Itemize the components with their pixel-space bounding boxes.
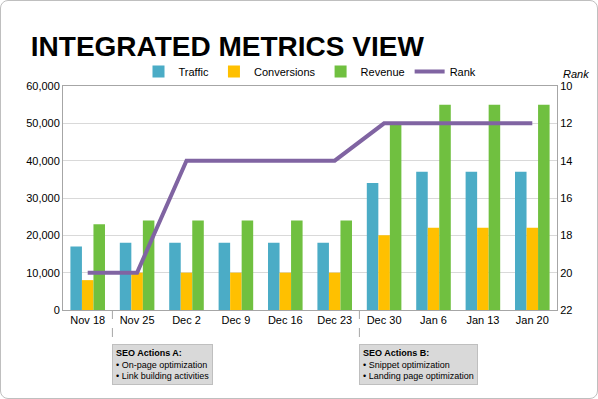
svg-text:16: 16 (560, 192, 572, 204)
svg-text:50,000: 50,000 (26, 117, 60, 129)
svg-text:SEO Actions B:• Snippet optimi: SEO Actions B:• Snippet optimization• La… (363, 348, 474, 381)
svg-text:SEO Actions A:• On-page optimi: SEO Actions A:• On-page optimization• Li… (116, 348, 209, 381)
svg-text:60,000: 60,000 (26, 80, 60, 92)
svg-text:Rank: Rank (563, 68, 589, 80)
svg-text:18: 18 (560, 229, 572, 241)
svg-text:Nov 18: Nov 18 (70, 314, 105, 326)
svg-text:30,000: 30,000 (26, 192, 60, 204)
svg-text:Jan 20: Jan 20 (516, 314, 549, 326)
svg-text:Dec 16: Dec 16 (268, 314, 303, 326)
svg-text:12: 12 (560, 117, 572, 129)
svg-text:Nov 25: Nov 25 (120, 314, 155, 326)
svg-text:Jan 13: Jan 13 (466, 314, 499, 326)
svg-text:Traffic: Traffic (179, 66, 209, 78)
svg-text:Conversions: Conversions (254, 66, 316, 78)
svg-text:INTEGRATED METRICS VIEW: INTEGRATED METRICS VIEW (31, 31, 425, 62)
svg-text:0: 0 (54, 304, 60, 316)
svg-text:10: 10 (560, 80, 572, 92)
svg-text:Jan 6: Jan 6 (420, 314, 447, 326)
svg-text:Dec 2: Dec 2 (172, 314, 201, 326)
svg-text:Revenue: Revenue (361, 66, 405, 78)
svg-text:Dec 30: Dec 30 (367, 314, 402, 326)
svg-text:20,000: 20,000 (26, 229, 60, 241)
svg-text:Dec 23: Dec 23 (317, 314, 352, 326)
svg-text:20: 20 (560, 267, 572, 279)
svg-text:10,000: 10,000 (26, 267, 60, 279)
svg-text:22: 22 (560, 304, 572, 316)
svg-text:14: 14 (560, 155, 572, 167)
svg-text:Rank: Rank (450, 66, 476, 78)
svg-text:40,000: 40,000 (26, 155, 60, 167)
svg-text:Dec 9: Dec 9 (222, 314, 251, 326)
